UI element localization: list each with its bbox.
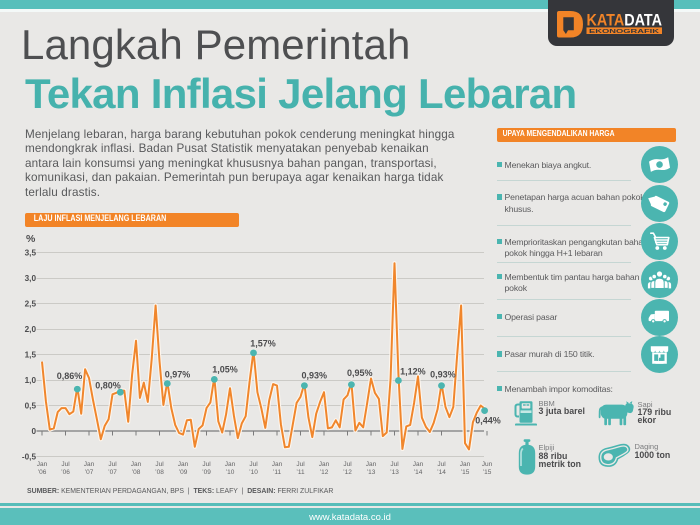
svg-text:1,0: 1,0 bbox=[25, 376, 37, 385]
svg-text:0,97%: 0,97% bbox=[165, 370, 191, 380]
svg-text:UPAYA MENGENDALIKAN HARGA: UPAYA MENGENDALIKAN HARGA bbox=[503, 129, 615, 138]
svg-text:0,93%: 0,93% bbox=[430, 370, 456, 380]
svg-text:1,57%: 1,57% bbox=[250, 339, 276, 349]
svg-text:Jul: Jul bbox=[155, 461, 164, 468]
svg-text:’15: ’15 bbox=[483, 469, 492, 476]
svg-text:LAJU INFLASI MENJELANG LEBARAN: LAJU INFLASI MENJELANG LEBARAN bbox=[34, 213, 167, 223]
svg-text:’07: ’07 bbox=[108, 469, 117, 476]
svg-text:’15: ’15 bbox=[461, 469, 470, 476]
svg-text:0,93%: 0,93% bbox=[302, 371, 328, 381]
svg-text:2,5: 2,5 bbox=[25, 299, 37, 308]
svg-text:’12: ’12 bbox=[343, 469, 352, 476]
svg-text:’13: ’13 bbox=[367, 469, 376, 476]
svg-text:’09: ’09 bbox=[179, 469, 188, 476]
svg-text:’08: ’08 bbox=[132, 469, 141, 476]
svg-text:Jul: Jul bbox=[61, 461, 70, 468]
svg-text:Jan: Jan bbox=[460, 461, 471, 468]
svg-text:’09: ’09 bbox=[202, 469, 211, 476]
svg-text:’10: ’10 bbox=[249, 469, 258, 476]
svg-text:Jul: Jul bbox=[296, 461, 305, 468]
svg-text:’08: ’08 bbox=[155, 469, 164, 476]
svg-text:Jun: Jun bbox=[482, 461, 493, 468]
svg-text:’10: ’10 bbox=[226, 469, 235, 476]
svg-text:Jan: Jan bbox=[366, 461, 377, 468]
svg-text:1,12%: 1,12% bbox=[400, 367, 426, 377]
svg-text:’12: ’12 bbox=[320, 469, 329, 476]
svg-text:Jul: Jul bbox=[108, 461, 117, 468]
svg-text:’06: ’06 bbox=[61, 469, 70, 476]
svg-text:0,80%: 0,80% bbox=[95, 380, 121, 390]
svg-text:EKONOGRAFIK: EKONOGRAFIK bbox=[589, 29, 659, 35]
svg-text:’06: ’06 bbox=[38, 469, 47, 476]
svg-text:Jan: Jan bbox=[319, 461, 330, 468]
svg-text:Jan: Jan bbox=[84, 461, 95, 468]
svg-text:1,05%: 1,05% bbox=[212, 364, 238, 374]
svg-text:’14: ’14 bbox=[437, 469, 446, 476]
svg-text:Jan: Jan bbox=[272, 461, 283, 468]
svg-text:Jul: Jul bbox=[390, 461, 399, 468]
svg-text:2,0: 2,0 bbox=[25, 325, 37, 334]
svg-text:’11: ’11 bbox=[273, 469, 282, 476]
svg-text:Jan: Jan bbox=[37, 461, 48, 468]
svg-text:KATADATA: KATADATA bbox=[587, 12, 663, 30]
svg-text:Jul: Jul bbox=[343, 461, 352, 468]
svg-text:0,5: 0,5 bbox=[25, 401, 37, 410]
svg-text:Jan: Jan bbox=[178, 461, 189, 468]
svg-text:’11: ’11 bbox=[296, 469, 305, 476]
svg-text:0: 0 bbox=[31, 427, 36, 436]
svg-text:’13: ’13 bbox=[390, 469, 399, 476]
svg-text:’14: ’14 bbox=[414, 469, 423, 476]
svg-text:Jul: Jul bbox=[437, 461, 446, 468]
svg-text:-0,5: -0,5 bbox=[22, 452, 37, 461]
svg-text:0,44%: 0,44% bbox=[475, 415, 501, 425]
svg-text:’07: ’07 bbox=[85, 469, 94, 476]
svg-text:0,86%: 0,86% bbox=[57, 371, 83, 381]
svg-text:Jan: Jan bbox=[413, 461, 424, 468]
svg-text:3,5: 3,5 bbox=[25, 248, 37, 257]
svg-text:Jan: Jan bbox=[131, 461, 142, 468]
svg-text:1,5: 1,5 bbox=[25, 350, 37, 359]
svg-text:Jan: Jan bbox=[225, 461, 236, 468]
svg-text:3,0: 3,0 bbox=[25, 274, 37, 283]
svg-text:Jul: Jul bbox=[249, 461, 258, 468]
svg-text:Jul: Jul bbox=[202, 461, 211, 468]
svg-text:0,95%: 0,95% bbox=[347, 368, 373, 378]
